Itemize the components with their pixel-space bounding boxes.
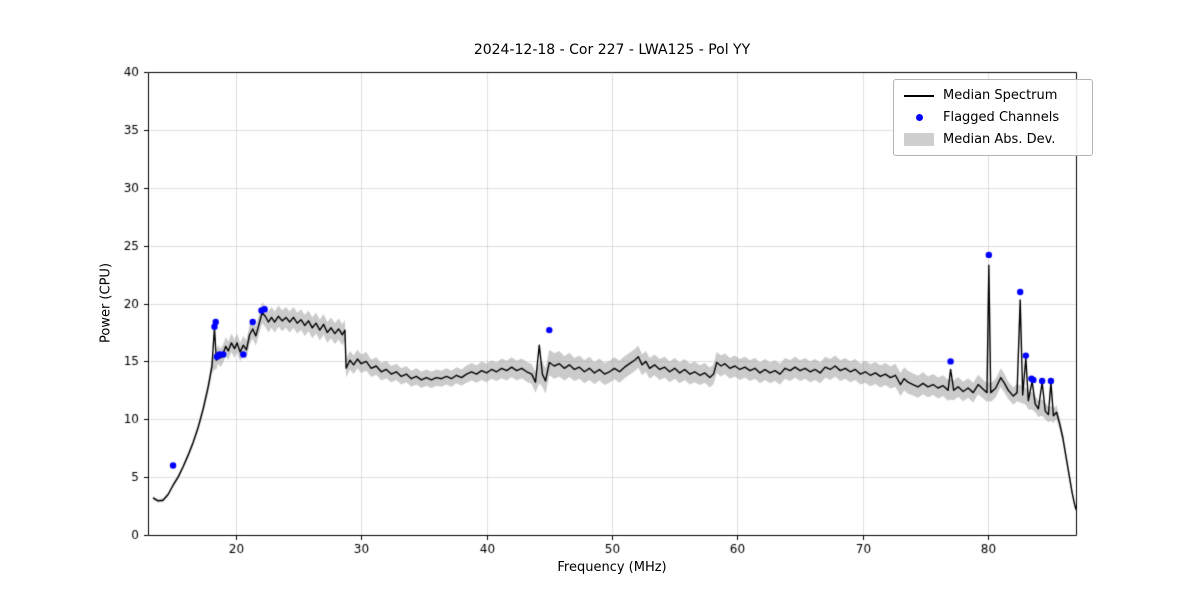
legend-label-flagged-channels: Flagged Channels	[943, 110, 1060, 125]
flagged-channel-dot-icon	[904, 114, 934, 121]
legend-label-median-abs-dev: Median Abs. Dev.	[943, 132, 1056, 147]
median-spectrum-line-icon	[904, 94, 934, 97]
legend-box: Median Spectrum Flagged Channels Median …	[893, 79, 1093, 156]
legend-entry-flagged-channels: Flagged Channels	[904, 110, 1082, 125]
legend-entry-median-spectrum: Median Spectrum	[904, 88, 1082, 103]
legend-label-median-spectrum: Median Spectrum	[943, 88, 1058, 103]
mad-band-swatch-icon	[904, 133, 934, 146]
x-axis-label: Frequency (MHz)	[557, 560, 667, 575]
legend-entry-median-abs-dev: Median Abs. Dev.	[904, 132, 1082, 147]
chart-title: 2024-12-18 - Cor 227 - LWA125 - Pol YY	[473, 42, 751, 58]
y-axis-label: Power (CPU)	[98, 262, 114, 344]
